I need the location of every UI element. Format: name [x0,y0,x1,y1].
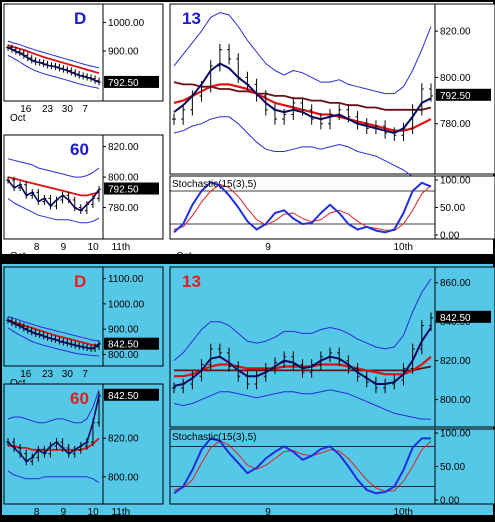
top-daily-xsub: Oct [10,113,26,124]
top-60-price-tag: 792.50 [108,185,139,196]
top-13-price-tag: 792.50 [440,91,471,102]
top-13-ytick-2: 780.00 [440,119,471,130]
top-13-price-tag-bg [436,88,491,101]
bottom-daily-price-tag-bg [104,337,159,350]
top-60-avg-line [7,176,100,197]
bottom-stoch-title: Stochastic(15(3),5) [172,432,256,443]
top-daily-title-label: D [74,9,86,28]
top-stoch-ytick-2: 0.00 [440,231,460,242]
bottom-stoch-frame [169,428,495,505]
top-daily-price-tag: 792.50 [108,78,139,89]
bottom-60-xtick-2: 10 [88,507,100,517]
bottom-daily-xtick-0: 16 [20,369,32,380]
bottom-stoch-ytick-0: 100.00 [440,429,471,440]
bottom-daily-price-tag: 842.50 [108,340,139,351]
bottom-13-frame [169,266,495,428]
top-daily-price-tag-bg [104,75,159,88]
bottom-60-xtick-1: 9 [61,507,67,517]
bottom-daily-title-label: D [74,272,86,291]
bottom-daily-xtick-3: 7 [82,369,88,380]
top-daily-xtick-0: 16 [20,104,32,115]
bottom-daily-avg-line [7,319,100,347]
top-60-xtick-3: 11th [111,242,130,253]
top-60-xtick-2: 10 [88,242,100,253]
bottom-stoch-ytick-1: 50.00 [440,462,465,473]
top-stoch-xtick-1: 10th [393,242,412,253]
top-daily-ytick-0: 1000.00 [108,18,145,29]
bottom-60-ytick-0: 820.00 [108,434,139,445]
bottom-13-ytick-0: 860.00 [440,278,471,289]
top-stoch-ytick-1: 50.00 [440,203,465,214]
top-stoch-k-line [173,181,432,234]
top-stoch-title: Stochastic(15(3),5) [172,179,256,190]
bottom-stoch-ytick-2: 0.00 [440,496,460,507]
top-60-price-tag-bg [104,182,159,195]
bottom-60-ytick-1: 800.00 [108,472,139,483]
top-60-title-label: 60 [70,140,89,159]
bottom-13-price-tag: 842.50 [440,313,471,324]
bottom-13-band-lower [173,389,431,420]
top-stoch-ytick-0: 100.00 [440,176,471,187]
bottom-13-ytick-3: 800.00 [440,395,471,406]
top-daily-avg-line [7,44,100,75]
bottom-13-band-upper [173,278,432,361]
top-stoch-xtick-0: 9 [265,242,271,253]
bottom-60-xtick-0: 8 [34,507,40,517]
top-13-ytick-1: 800.00 [440,73,471,84]
top-daily-ytick-1: 900.00 [108,47,139,58]
top-60-ytick-1: 800.00 [108,173,139,184]
top-60-ytick-0: 820.00 [108,142,139,153]
bottom-60-band-lower [7,470,100,484]
bottom-daily-xtick-1: 23 [42,369,54,380]
top-daily-xtick-3: 7 [82,104,88,115]
top-daily-xtick-1: 23 [42,104,54,115]
bottom-stoch-xtick-1: 10th [393,507,412,517]
bottom-daily-ytick-1: 1000.00 [108,299,145,310]
top-60-band-upper [7,158,100,178]
top-60-xsub: Oct [10,251,26,262]
bottom-60-title-label: 60 [70,389,89,408]
top-13-avg-short-line [173,62,432,134]
top-stoch-xsub: Oct [176,251,192,262]
bottom-13-price-tag-bg [436,310,491,323]
top-60-xtick-0: 8 [34,242,40,253]
top-daily-close-line [7,46,100,83]
top-60-close-line [7,179,100,212]
top-60-ytick-2: 780.00 [108,203,139,214]
bottom-daily-close-line [7,319,100,350]
top-60-band-lower [7,198,100,224]
top-daily-band-upper [7,40,100,69]
bottom-60-xtick-3: 11th [111,507,130,517]
bottom-60-price-tag: 842.50 [108,391,139,402]
top-daily-band-lower [7,54,100,89]
top-13-ytick-0: 820.00 [440,27,471,38]
top-daily-xtick-2: 30 [62,104,74,115]
bottom-60-band-upper [7,389,100,424]
bottom-daily-ytick-2: 900.00 [108,325,139,336]
bottom-60-avg-line [8,437,100,451]
bottom-stoch-k-line [173,437,431,495]
top-stoch-d-line [173,183,432,232]
bottom-13-avg-short-line [173,326,432,387]
top-60-xtick-1: 9 [61,242,67,253]
bottom-daily-xtick-2: 30 [62,369,74,380]
bottom-daily-band-upper [7,316,100,342]
top-13-band-lower [173,116,432,185]
bottom-60-price-tag-bg [104,388,159,401]
bottom-daily-ytick-0: 1100.00 [108,274,144,285]
top-13-title-label: 13 [182,9,201,28]
bottom-60-close-line [7,395,100,463]
bottom-daily-ytick-3: 800.00 [108,350,139,361]
bottom-daily-band-lower [7,327,100,357]
top-13-band-upper [173,12,432,95]
bottom-13-ytick-2: 820.00 [440,356,471,367]
bottom-stoch-xtick-0: 9 [265,507,271,517]
bottom-13-title-label: 13 [182,272,201,291]
